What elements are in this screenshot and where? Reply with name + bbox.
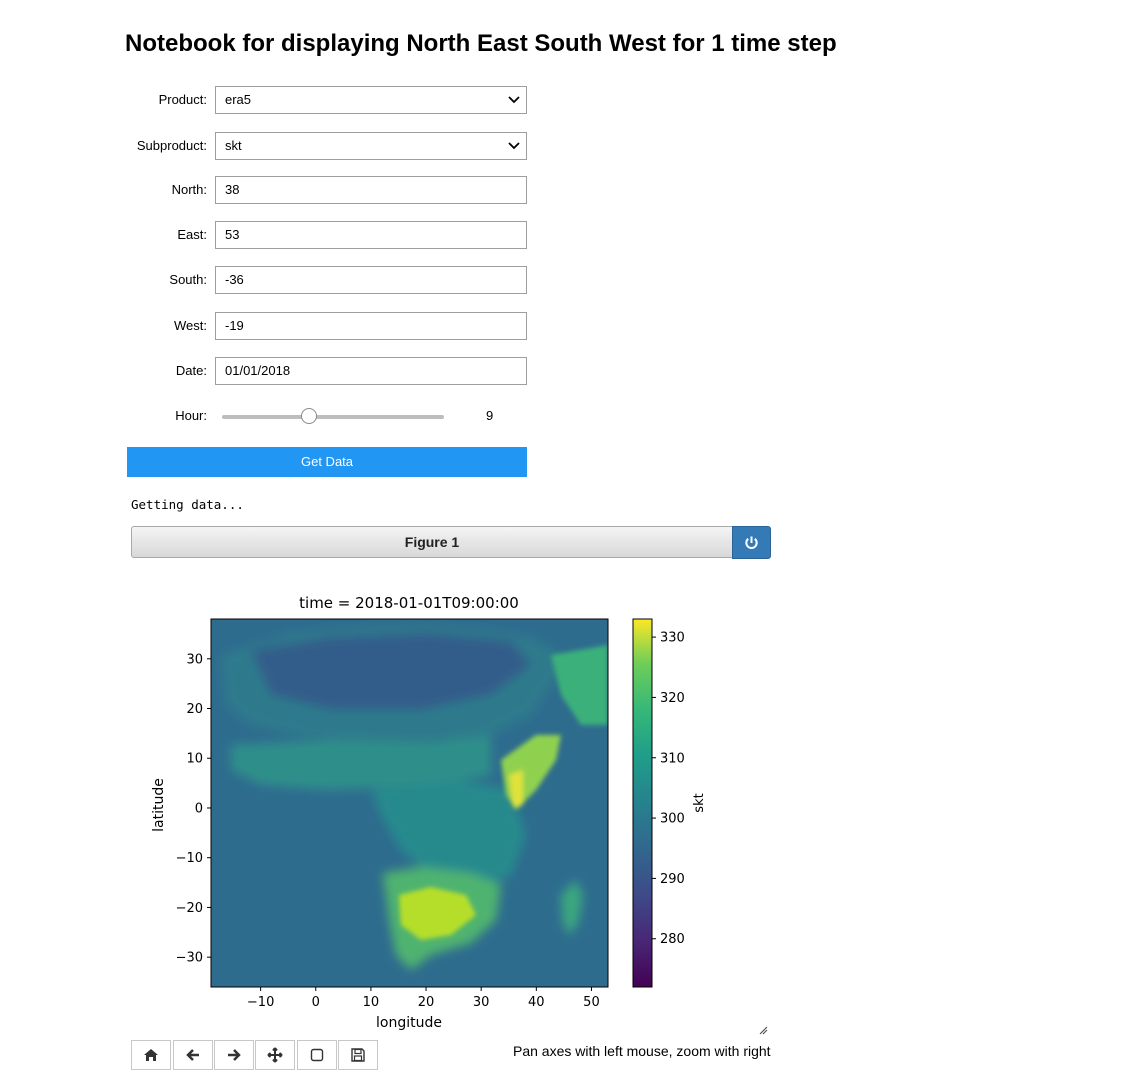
x-tick-label: −10 <box>247 995 274 1010</box>
subproduct-row: Subproduct: skt <box>127 132 527 160</box>
product-value: era5 <box>225 92 252 107</box>
kalahari-hotspot <box>399 887 476 940</box>
get-data-button[interactable]: Get Data <box>127 447 527 477</box>
y-tick-label: −20 <box>176 901 203 916</box>
y-tick-label: −10 <box>176 851 203 866</box>
y-tick-label: 0 <box>195 801 203 816</box>
resize-handle[interactable] <box>758 1025 768 1035</box>
north-label: North: <box>171 182 207 197</box>
toolbar-save-button[interactable] <box>338 1040 378 1070</box>
toolbar-back-button[interactable] <box>173 1040 213 1070</box>
save-icon <box>351 1048 365 1062</box>
toolbar-forward-button[interactable] <box>214 1040 254 1070</box>
chevron-down-icon <box>508 87 520 122</box>
y-tick-label: −30 <box>176 951 203 966</box>
x-tick-label: 50 <box>583 995 600 1010</box>
figure-title: Figure 1 <box>404 534 460 550</box>
subproduct-label: Subproduct: <box>136 138 207 153</box>
hour-row: Hour: 9 <box>127 402 527 430</box>
central-africa <box>371 780 526 895</box>
colorbar-axis: 330 320 310 300 290 280 <box>652 631 685 947</box>
product-select[interactable]: era5 <box>215 86 527 114</box>
hour-slider-handle[interactable] <box>300 408 317 424</box>
hour-value: 9 <box>486 408 494 423</box>
toolbar-pan-button[interactable] <box>255 1040 295 1070</box>
north-input[interactable]: 38 <box>215 176 527 204</box>
chevron-down-icon <box>508 133 520 168</box>
product-label: Product: <box>158 92 207 107</box>
back-icon <box>186 1049 199 1061</box>
y-axis: 30 20 10 0 −10 −20 −30 <box>176 652 211 966</box>
hour-slider-track[interactable] <box>222 415 444 419</box>
x-axis-label: longitude <box>376 1015 442 1030</box>
figure-canvas[interactable]: time = 2018-01-01T09:00:00 −10 0 10 20 30 40 5… <box>131 575 771 1030</box>
y-tick-label: 20 <box>186 702 203 717</box>
page-title: Notebook for displaying North East South… <box>125 30 837 57</box>
colorbar-tick-label: 310 <box>660 751 685 766</box>
colorbar-tick-label: 300 <box>660 812 685 827</box>
subproduct-value: skt <box>225 138 242 153</box>
home-icon <box>144 1049 158 1061</box>
y-axis-label: latitude <box>151 778 167 832</box>
chart-title: time = 2018-01-01T09:00:00 <box>299 594 519 612</box>
forward-icon <box>228 1049 241 1061</box>
sahara-cool <box>251 633 531 710</box>
x-tick-label: 30 <box>473 995 490 1010</box>
sahel-band <box>231 735 491 790</box>
colorbar <box>632 618 653 988</box>
power-icon <box>745 536 758 550</box>
subproduct-select[interactable]: skt <box>215 132 527 160</box>
figure-title-bar: Figure 1 <box>131 526 733 558</box>
date-row: Date: 01/01/2018 <box>127 357 527 385</box>
west-label: West: <box>174 318 207 333</box>
colorbar-tick-label: 330 <box>660 631 685 646</box>
x-tick-label: 20 <box>418 995 435 1010</box>
x-tick-label: 10 <box>363 995 380 1010</box>
y-tick-label: 30 <box>186 652 203 667</box>
rift-hotspot <box>509 770 523 807</box>
arabia-land <box>551 645 608 725</box>
east-input[interactable]: 53 <box>215 221 527 249</box>
colorbar-tick-label: 320 <box>660 691 685 706</box>
y-tick-label: 10 <box>186 752 203 767</box>
product-row: Product: era5 <box>127 86 527 114</box>
south-label: South: <box>169 272 207 287</box>
status-output: Getting data... <box>131 497 244 512</box>
east-row: East: 53 <box>127 221 527 249</box>
east-label: East: <box>177 227 207 242</box>
south-input[interactable]: -36 <box>215 266 527 294</box>
power-button[interactable] <box>732 526 771 559</box>
toolbar-hint: Pan axes with left mouse, zoom with righ… <box>513 1043 771 1059</box>
x-tick-label: 0 <box>312 995 320 1010</box>
colorbar-tick-label: 290 <box>660 872 685 887</box>
hour-label: Hour: <box>175 408 207 423</box>
madagascar <box>561 880 583 935</box>
x-tick-label: 40 <box>528 995 545 1010</box>
date-input[interactable]: 01/01/2018 <box>215 357 527 385</box>
colorbar-label: skt <box>692 793 707 812</box>
zoom-rect-icon <box>310 1048 324 1062</box>
north-row: North: 38 <box>127 176 527 204</box>
toolbar-zoom-button[interactable] <box>297 1040 337 1070</box>
heatmap[interactable] <box>211 619 608 987</box>
west-input[interactable]: -19 <box>215 312 527 340</box>
date-label: Date: <box>175 363 207 378</box>
south-row: South: -36 <box>127 266 527 294</box>
pan-icon <box>267 1047 283 1063</box>
toolbar-home-button[interactable] <box>131 1040 171 1070</box>
x-axis: −10 0 10 20 30 40 50 <box>247 987 600 1010</box>
colorbar-tick-label: 280 <box>660 932 685 947</box>
west-row: West: -19 <box>127 312 527 340</box>
plot-frame <box>210 618 609 988</box>
